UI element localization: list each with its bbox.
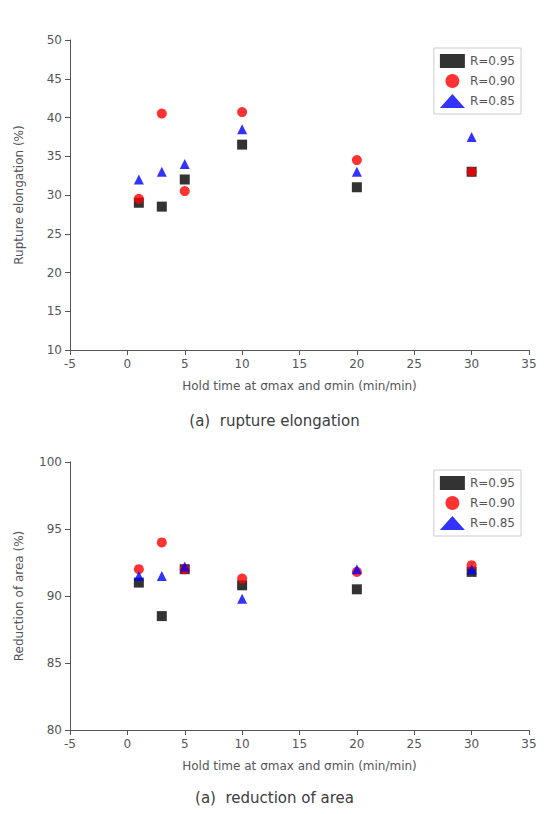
svg-text:20: 20 bbox=[349, 737, 364, 751]
svg-text:Reduction of area (%): Reduction of area (%) bbox=[12, 531, 26, 662]
svg-text:15: 15 bbox=[47, 304, 62, 318]
svg-text:100: 100 bbox=[39, 455, 62, 469]
svg-text:10: 10 bbox=[234, 357, 249, 371]
svg-text:35: 35 bbox=[521, 357, 536, 371]
svg-text:R=0.85: R=0.85 bbox=[470, 94, 515, 108]
svg-text:80: 80 bbox=[47, 723, 62, 737]
svg-text:30: 30 bbox=[47, 188, 62, 202]
svg-text:35: 35 bbox=[521, 737, 536, 751]
svg-text:5: 5 bbox=[181, 357, 189, 371]
svg-text:(a) rupture elongation: (a) rupture elongation bbox=[189, 412, 359, 430]
svg-text:R=0.90: R=0.90 bbox=[470, 74, 515, 88]
svg-text:-5: -5 bbox=[64, 357, 76, 371]
svg-text:R=0.85: R=0.85 bbox=[470, 516, 515, 530]
svg-text:(a) reduction of area: (a) reduction of area bbox=[195, 789, 354, 807]
svg-text:85: 85 bbox=[47, 656, 62, 670]
svg-text:50: 50 bbox=[47, 33, 62, 47]
svg-text:10: 10 bbox=[47, 343, 62, 357]
svg-text:95: 95 bbox=[47, 522, 62, 536]
svg-text:Hold time at σmax and σmin (mi: Hold time at σmax and σmin (min/min) bbox=[182, 379, 417, 393]
svg-text:0: 0 bbox=[124, 737, 132, 751]
svg-text:5: 5 bbox=[181, 737, 189, 751]
svg-text:90: 90 bbox=[47, 589, 62, 603]
svg-text:30: 30 bbox=[464, 357, 479, 371]
svg-text:Hold time at σmax and σmin (mi: Hold time at σmax and σmin (min/min) bbox=[182, 759, 417, 773]
svg-text:25: 25 bbox=[407, 737, 422, 751]
svg-text:-5: -5 bbox=[64, 737, 76, 751]
svg-text:25: 25 bbox=[47, 227, 62, 241]
svg-text:40: 40 bbox=[47, 111, 62, 125]
svg-text:20: 20 bbox=[47, 266, 62, 280]
svg-text:Rupture elongation (%): Rupture elongation (%) bbox=[12, 125, 26, 264]
svg-text:R=0.95: R=0.95 bbox=[470, 476, 515, 490]
svg-text:15: 15 bbox=[292, 357, 307, 371]
svg-text:10: 10 bbox=[234, 737, 249, 751]
svg-text:30: 30 bbox=[464, 737, 479, 751]
svg-text:35: 35 bbox=[47, 149, 62, 163]
svg-text:20: 20 bbox=[349, 357, 364, 371]
svg-text:R=0.90: R=0.90 bbox=[470, 496, 515, 510]
svg-text:15: 15 bbox=[292, 737, 307, 751]
svg-text:0: 0 bbox=[124, 357, 132, 371]
svg-text:45: 45 bbox=[47, 72, 62, 86]
svg-text:R=0.95: R=0.95 bbox=[470, 54, 515, 68]
svg-text:25: 25 bbox=[407, 357, 422, 371]
